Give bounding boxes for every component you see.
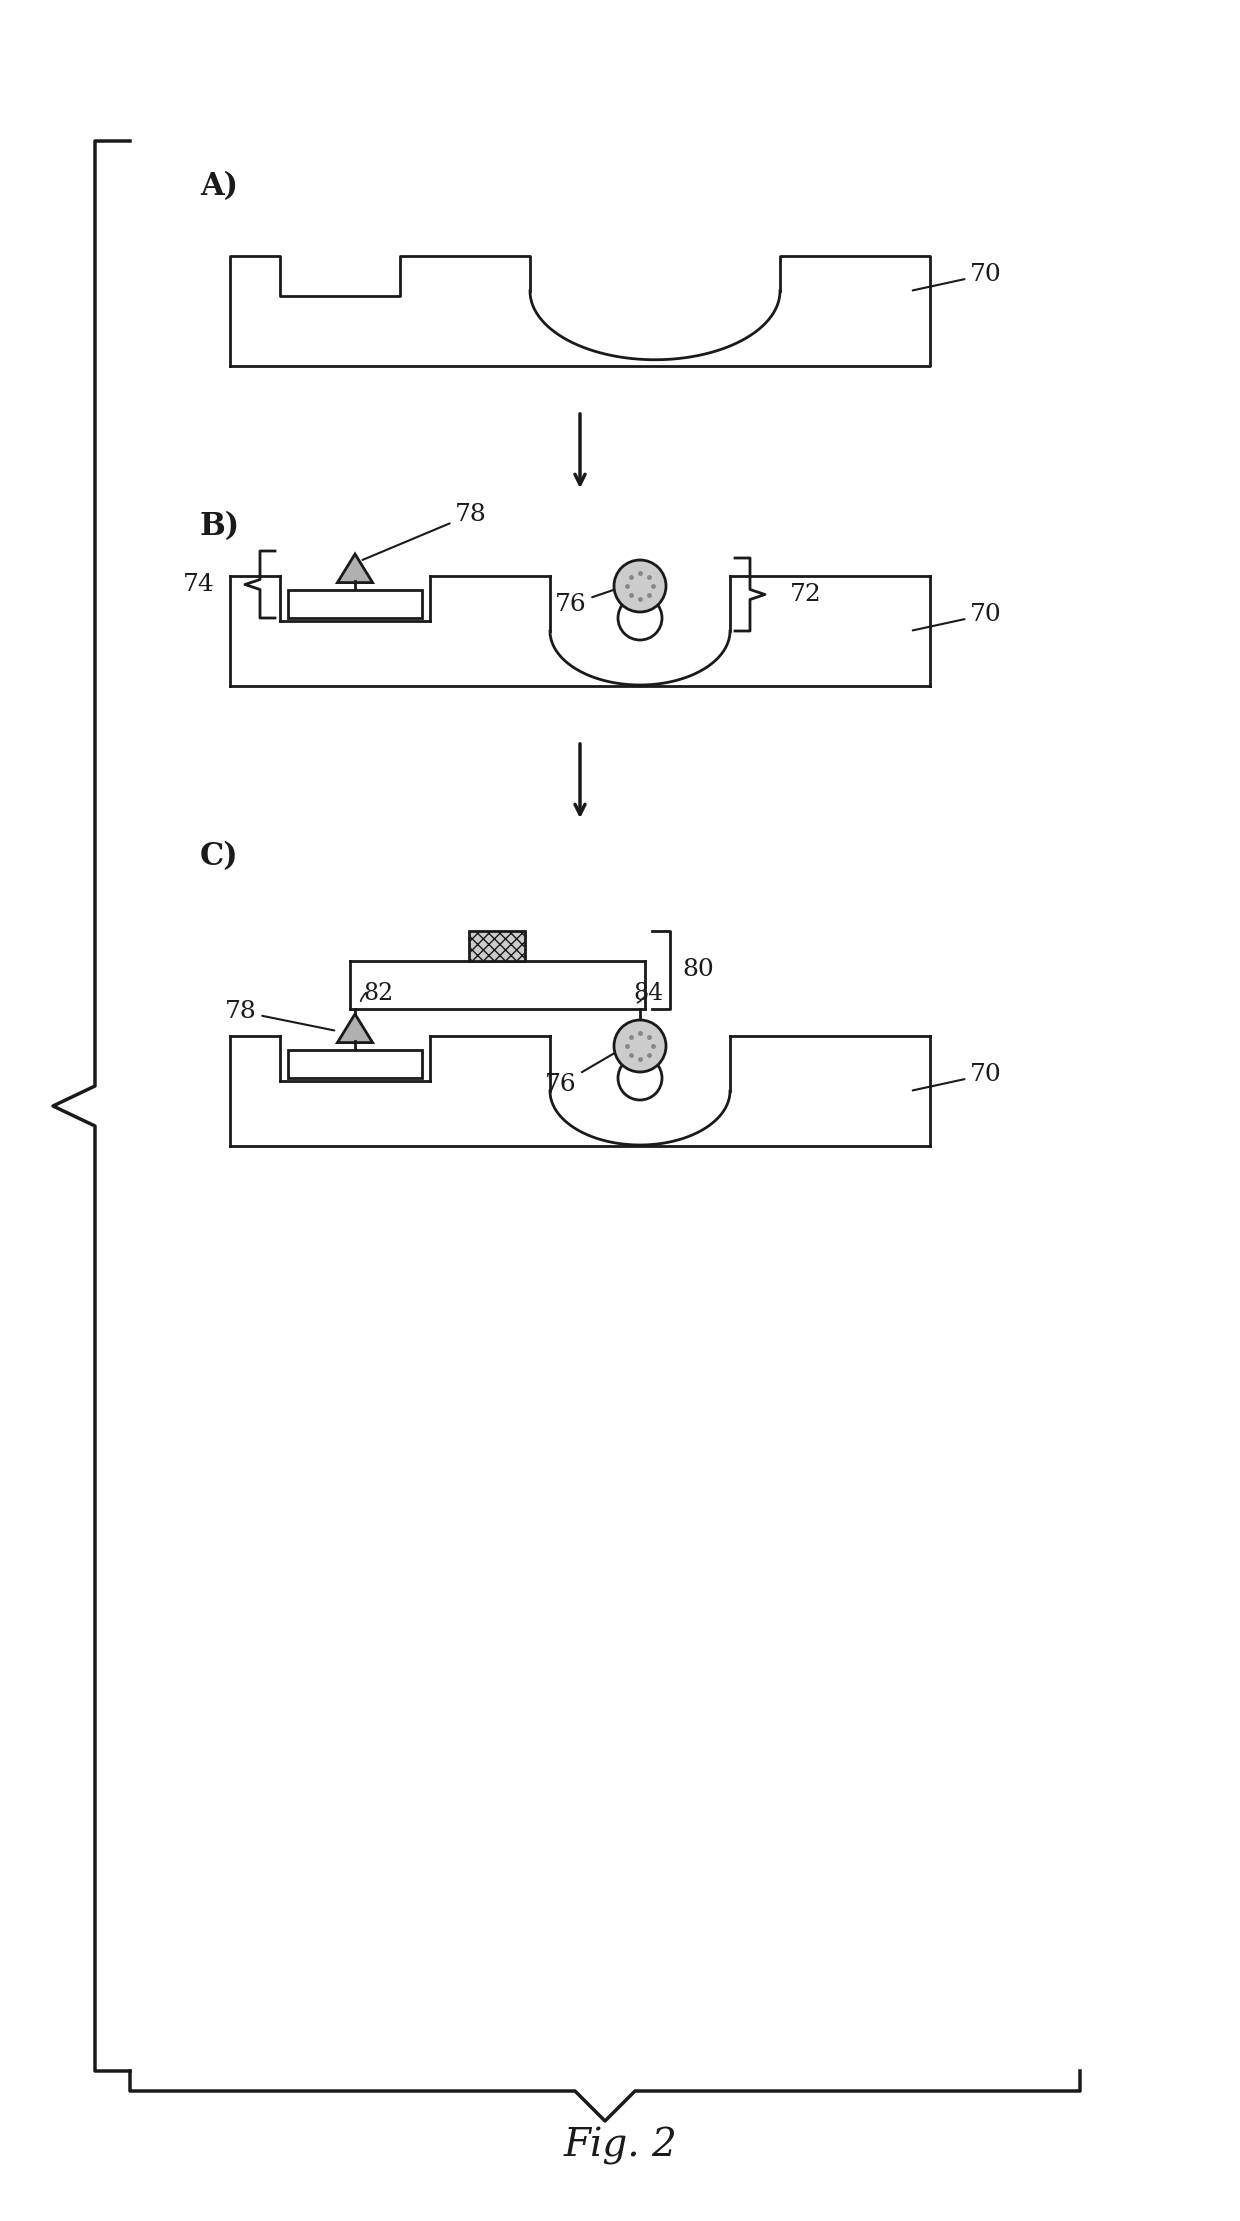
Text: 80: 80 [682, 959, 714, 982]
Polygon shape [337, 553, 372, 582]
Bar [288, 1051, 422, 1077]
Circle shape [614, 560, 666, 613]
Circle shape [618, 595, 662, 640]
Text: 70: 70 [913, 262, 1002, 291]
Text: C): C) [200, 842, 238, 873]
Text: 82: 82 [363, 982, 393, 1004]
Text: A): A) [200, 171, 238, 202]
Text: 76: 76 [546, 1053, 615, 1095]
Bar [288, 591, 422, 617]
Text: 70: 70 [913, 602, 1002, 631]
Text: 70: 70 [913, 1064, 1002, 1091]
Text: 72: 72 [790, 582, 822, 606]
Circle shape [614, 1019, 666, 1073]
Text: 78: 78 [224, 999, 335, 1031]
Text: Fig. 2: Fig. 2 [563, 2128, 677, 2165]
Text: 74: 74 [184, 573, 215, 595]
Bar [470, 931, 526, 962]
Text: 76: 76 [556, 586, 622, 615]
Polygon shape [337, 1015, 372, 1042]
Circle shape [618, 1055, 662, 1099]
Text: B): B) [200, 511, 241, 542]
Text: 84: 84 [632, 982, 663, 1004]
Text: 78: 78 [362, 502, 487, 560]
